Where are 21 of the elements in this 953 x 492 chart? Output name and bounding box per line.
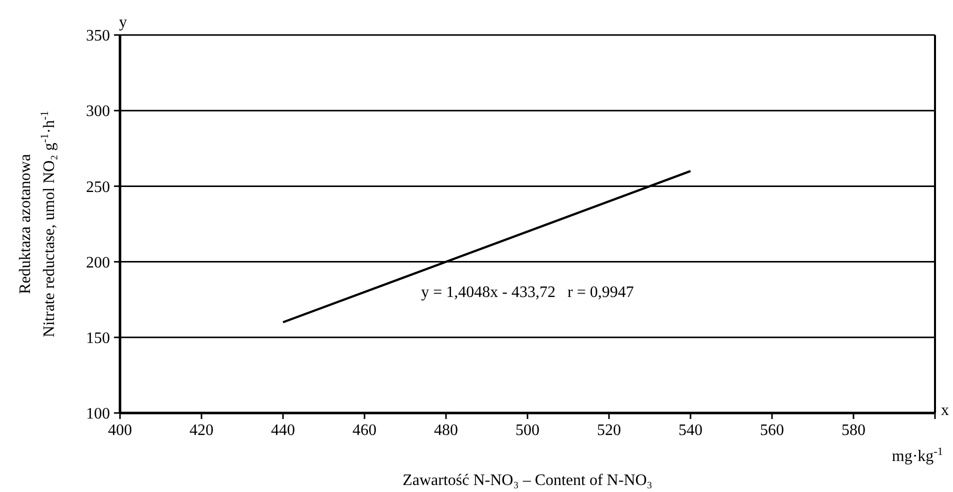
- x-tick-label: 400: [108, 422, 132, 439]
- y-tick-label: 100: [86, 406, 110, 423]
- x-tick-label: 460: [352, 422, 376, 439]
- text: mg·kg$^{-1}$: [892, 446, 943, 465]
- x-tick-label: 420: [190, 422, 214, 439]
- x-tick-label: 480: [434, 422, 458, 439]
- annotation: y = 1,4048x - 433,72 r = 0,9947: [421, 284, 634, 302]
- x-tick-label: 500: [516, 422, 540, 439]
- x-axis-title: Zawartość N-NO₃ – Content of N-NO₃: [402, 472, 652, 489]
- x-tick-label: 580: [842, 422, 866, 439]
- text: x: [941, 402, 949, 419]
- x-tick-label: 560: [760, 422, 784, 439]
- y-tick-label: 200: [86, 254, 110, 272]
- y-tick-label: 300: [86, 103, 110, 120]
- x-tick-label: 520: [597, 422, 621, 439]
- y-tick-label: 150: [86, 330, 110, 347]
- y-tick-label: 350: [86, 28, 110, 45]
- x-tick-label: 440: [271, 422, 295, 439]
- y-tick-label: 250: [86, 178, 110, 196]
- x-tick-label: 540: [678, 422, 702, 439]
- text: y: [119, 14, 127, 31]
